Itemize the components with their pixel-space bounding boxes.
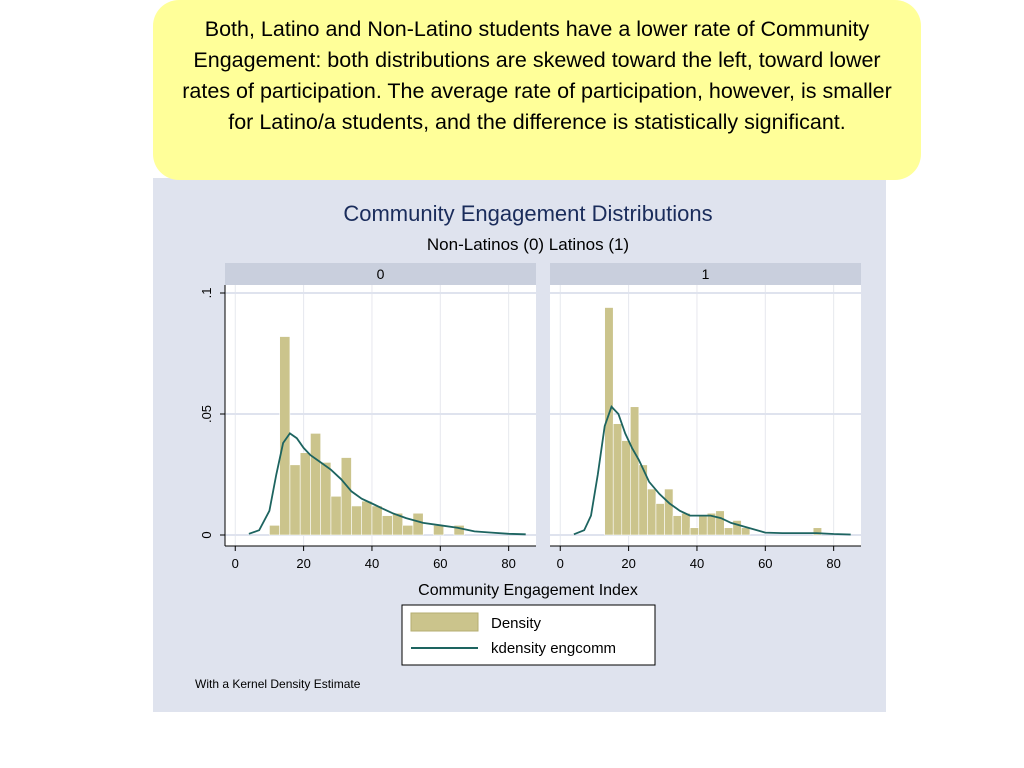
- histogram-bar: [381, 515, 393, 536]
- x-tick-label: 40: [365, 556, 379, 571]
- histogram-bar: [330, 495, 342, 536]
- histogram-bar: [672, 515, 682, 536]
- histogram-bar: [340, 457, 352, 536]
- histogram-bar: [612, 423, 623, 536]
- histogram-bar: [715, 510, 725, 536]
- legend: Density kdensity engcomm: [401, 604, 656, 666]
- legend-density-label: Density: [491, 615, 542, 632]
- histogram-bar: [630, 406, 640, 536]
- histogram-bar: [392, 512, 404, 536]
- histogram-bar: [402, 525, 414, 536]
- histogram-bar: [361, 500, 373, 536]
- histogram-bar: [741, 527, 751, 536]
- panel-strip-label-1: 1: [702, 266, 710, 282]
- x-tick-label: 20: [296, 556, 310, 571]
- panel-strip-0: [225, 263, 536, 285]
- histogram-bar: [453, 525, 465, 536]
- histogram-bar: [655, 503, 665, 536]
- x-tick-label: 0: [232, 556, 239, 571]
- x-tick-label: 0: [557, 556, 564, 571]
- x-tick-label: 80: [826, 556, 840, 571]
- histogram-bar: [433, 525, 445, 536]
- histogram-bar: [289, 464, 301, 536]
- histogram-bar: [279, 336, 291, 536]
- panels-group: 0 0 20 40 60 80 0 .05 .1 1 0 20 40 60 80: [199, 263, 861, 571]
- histogram-bar: [664, 488, 674, 536]
- histogram-bar: [621, 440, 631, 536]
- x-tick-label: 80: [501, 556, 515, 571]
- x-tick-label: 60: [758, 556, 772, 571]
- chart-subtitle: Non-Latinos (0) Latinos (1): [427, 235, 629, 254]
- callout-box: Both, Latino and Non-Latino students hav…: [153, 0, 921, 180]
- graph-region: Community Engagement Distributions Non-L…: [153, 178, 886, 712]
- chart-svg: Community Engagement Distributions Non-L…: [195, 201, 861, 691]
- histogram-bar: [299, 452, 311, 536]
- histogram-bar: [698, 515, 708, 536]
- histogram-bar: [351, 505, 363, 536]
- y-tick-label: .1: [199, 288, 214, 299]
- y-tick-label: .05: [199, 405, 214, 423]
- histogram-bar: [412, 512, 424, 536]
- legend-density-swatch: [410, 612, 479, 632]
- histogram-bar: [681, 512, 691, 536]
- legend-kdensity-label: kdensity engcomm: [491, 640, 616, 657]
- kdensity-line: [248, 432, 526, 536]
- x-tick-label: 40: [690, 556, 704, 571]
- x-tick-label: 60: [433, 556, 447, 571]
- histogram-bar: [647, 488, 657, 536]
- histogram-bar: [689, 527, 699, 536]
- x-axis-label: Community Engagement Index: [418, 582, 638, 599]
- histogram-bar: [320, 462, 332, 536]
- panel-plot-area-1: [550, 285, 861, 546]
- chart-title: Community Engagement Distributions: [343, 201, 712, 226]
- histogram-bar: [371, 505, 383, 536]
- panel-strip-label-0: 0: [377, 266, 385, 282]
- panel-plot-area-0: [225, 285, 536, 546]
- histogram-bar: [732, 520, 742, 536]
- chart-note: With a Kernel Density Estimate: [195, 677, 361, 691]
- histogram-bar: [604, 307, 614, 536]
- x-tick-label: 20: [621, 556, 635, 571]
- histogram-bar: [812, 527, 822, 536]
- histogram-bar: [269, 525, 280, 536]
- histogram-bar: [310, 433, 321, 536]
- histogram-bar: [723, 527, 734, 536]
- panel-strip-1: [550, 263, 861, 285]
- kdensity-line: [573, 405, 851, 536]
- y-tick-label: 0: [199, 531, 214, 538]
- callout-text: Both, Latino and Non-Latino students hav…: [182, 17, 892, 134]
